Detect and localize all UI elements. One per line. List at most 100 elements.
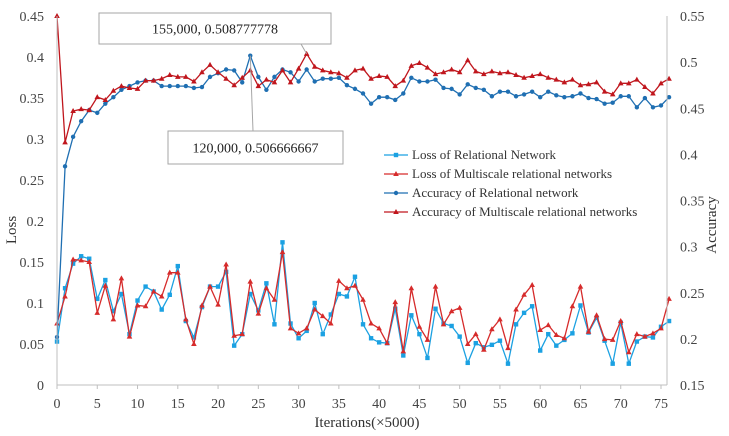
data-point <box>529 281 535 287</box>
data-point <box>263 76 270 82</box>
data-point <box>344 294 350 299</box>
data-point <box>352 67 358 73</box>
data-point <box>554 93 559 98</box>
axes: 00.050.10.150.20.250.30.350.40.450.150.2… <box>20 10 705 412</box>
data-point <box>409 313 414 318</box>
legend-swatch-marker <box>393 209 399 214</box>
y-left-tick-label: 0.1 <box>27 297 45 312</box>
y-left-tick-label: 0.05 <box>20 338 45 353</box>
data-point <box>239 331 246 337</box>
data-point <box>432 283 439 289</box>
data-point <box>272 74 277 80</box>
data-point <box>312 300 317 306</box>
y-right-tick-label: 0.25 <box>680 287 705 302</box>
data-point <box>481 87 487 93</box>
data-point <box>401 353 406 358</box>
y-right-tick-label: 0.35 <box>680 195 705 210</box>
data-point <box>119 291 124 297</box>
y-left-tick-label: 0.35 <box>20 92 45 107</box>
data-point <box>191 78 197 84</box>
data-point <box>271 79 278 85</box>
data-point <box>401 91 406 96</box>
data-point <box>384 94 390 100</box>
data-point <box>247 278 254 284</box>
data-point <box>320 76 325 81</box>
data-point <box>384 340 390 346</box>
data-point <box>111 94 116 100</box>
data-point <box>440 69 447 75</box>
data-point <box>569 303 576 309</box>
data-point <box>175 73 181 79</box>
annotation-callout: 155,000, 0.508777778 <box>98 12 332 55</box>
data-point <box>505 69 511 75</box>
data-point <box>626 94 631 99</box>
data-point <box>240 80 245 85</box>
x-tick-label: 10 <box>131 397 145 412</box>
data-point <box>126 84 133 90</box>
data-point <box>62 286 68 291</box>
data-point <box>465 360 470 366</box>
data-point <box>135 298 140 303</box>
data-point <box>279 249 286 255</box>
data-point <box>481 346 487 352</box>
data-point <box>183 73 189 79</box>
data-point <box>408 62 415 68</box>
data-point <box>594 315 599 320</box>
data-point <box>472 331 479 337</box>
data-point <box>433 77 438 82</box>
data-point <box>263 285 270 291</box>
data-point <box>328 69 334 75</box>
data-point <box>417 331 422 337</box>
data-point <box>618 94 623 99</box>
x-tick-label: 35 <box>332 397 346 412</box>
data-point <box>610 361 615 366</box>
x-tick-label: 45 <box>412 397 426 412</box>
data-point <box>570 94 575 99</box>
legend-item: Accuracy of Multiscale relational networ… <box>384 204 637 219</box>
data-point <box>553 76 560 82</box>
data-point <box>625 349 632 355</box>
data-point <box>223 67 229 72</box>
data-point <box>642 84 648 90</box>
data-point <box>368 75 374 81</box>
data-point <box>521 291 527 297</box>
data-point <box>650 90 656 96</box>
x-tick-label: 5 <box>94 397 101 412</box>
data-point <box>159 83 164 89</box>
data-point <box>94 309 101 315</box>
data-point <box>448 66 455 72</box>
legend-item: Loss of Relational Network <box>384 147 557 162</box>
data-point <box>424 64 431 70</box>
data-point <box>545 322 552 328</box>
data-point <box>448 308 455 314</box>
data-point <box>223 261 229 267</box>
data-point <box>642 95 648 101</box>
x-tick-label: 70 <box>614 397 628 412</box>
data-point <box>311 306 318 312</box>
data-point <box>658 103 664 108</box>
data-point <box>497 338 503 343</box>
data-point <box>456 304 463 310</box>
data-point <box>617 80 624 86</box>
data-point <box>231 343 237 348</box>
data-point <box>634 76 640 82</box>
data-point <box>625 80 632 86</box>
data-point <box>561 335 568 341</box>
data-point <box>400 77 407 83</box>
data-point <box>626 361 631 366</box>
data-point <box>191 85 197 91</box>
data-point <box>593 312 600 318</box>
data-point <box>255 83 262 89</box>
data-point <box>158 75 165 81</box>
data-point <box>215 284 221 289</box>
y-left-tick-label: 0.3 <box>27 133 45 148</box>
data-point <box>570 331 575 336</box>
data-point <box>393 97 398 103</box>
series-line <box>56 242 670 367</box>
y-right-tick-label: 0.5 <box>680 56 698 71</box>
data-point <box>102 282 109 288</box>
legend-swatch-marker <box>393 152 399 158</box>
data-point <box>537 327 543 333</box>
annotation-box <box>167 130 344 165</box>
data-point <box>602 101 607 106</box>
